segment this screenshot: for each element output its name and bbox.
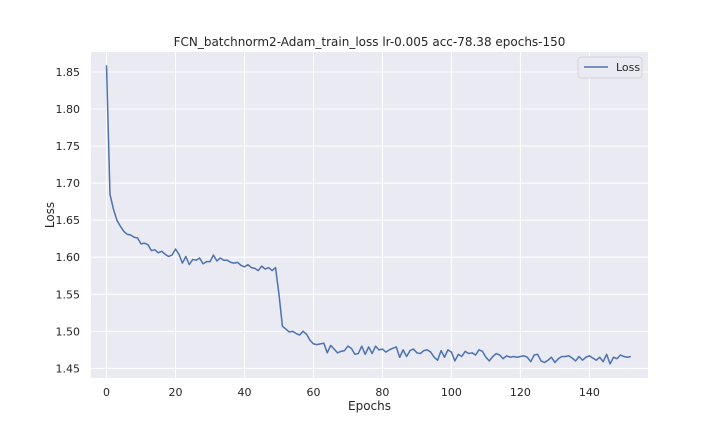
y-tick-label: 1.55 — [56, 288, 81, 301]
y-axis-label: Loss — [43, 202, 57, 228]
y-tick-label: 1.80 — [56, 103, 81, 116]
y-tick-label: 1.75 — [56, 140, 81, 153]
x-tick-label: 140 — [579, 386, 600, 399]
x-tick-label: 60 — [306, 386, 320, 399]
loss-series-line — [105, 65, 631, 365]
x-tick-label: 80 — [375, 386, 389, 399]
plot-background — [91, 52, 648, 378]
x-tick-label: 100 — [441, 386, 462, 399]
legend-label-loss: Loss — [616, 61, 640, 74]
x-tick-label: 20 — [168, 386, 182, 399]
x-tick-label: 120 — [510, 386, 531, 399]
y-tick-labels: 1.45 1.50 1.55 1.60 1.65 1.70 1.75 1.80 1.85 — [56, 66, 81, 375]
legend: Loss — [577, 56, 643, 79]
chart-title: FCN_batchnorm2-Adam_train_loss lr-0.005 … — [174, 35, 566, 49]
x-tick-label: 40 — [237, 386, 251, 399]
y-tick-label: 1.65 — [56, 214, 81, 227]
y-tick-label: 1.60 — [56, 251, 81, 264]
y-tick-label: 1.45 — [56, 362, 81, 375]
y-tick-label: 1.50 — [56, 325, 81, 338]
x-tick-labels: 0 20 40 60 80 100 120 140 — [103, 386, 600, 399]
legend-box — [577, 56, 643, 79]
x-axis-label: Epochs — [348, 399, 391, 413]
x-tick-label: 0 — [103, 386, 110, 399]
grid — [91, 52, 648, 378]
y-tick-label: 1.70 — [56, 177, 81, 190]
y-tick-label: 1.85 — [56, 66, 81, 79]
